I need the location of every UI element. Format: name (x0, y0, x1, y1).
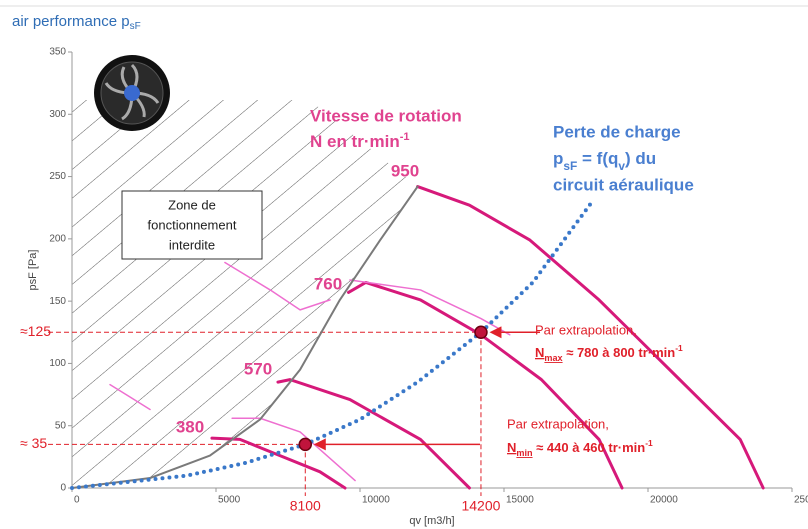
y-tick-label: 100 (49, 358, 66, 369)
note-line-part: max (544, 353, 562, 363)
zone-label: interdite (169, 237, 215, 252)
y-tick-label: 250 (49, 171, 66, 182)
note-line-part: ≈ 780 à 800 tr·min (563, 345, 676, 360)
y-tick-label: 150 (49, 296, 66, 307)
x-tick-label: 0 (74, 495, 80, 506)
zone-label: fonctionnement (148, 217, 237, 232)
op-x-label: 8100 (290, 498, 321, 514)
curve-label: 570 (244, 359, 272, 378)
x-tick-label: 20000 (650, 495, 678, 506)
x-tick-label: 25000 (794, 495, 808, 506)
note-line-part: min (516, 448, 532, 458)
system-label: circuit aéraulique (553, 175, 694, 194)
note-line-part: -1 (675, 343, 683, 353)
curve-label: 760 (314, 274, 342, 293)
y-tick-label: 300 (49, 109, 66, 120)
op-y-label: ≈ 35 (20, 435, 47, 451)
chart-title: air performance psF (12, 13, 141, 32)
rotation-label-part: -1 (400, 131, 410, 143)
curve-label: 380 (176, 417, 204, 436)
system-label-part: p (553, 149, 563, 168)
title-text: air performance p (12, 13, 130, 30)
op-y-label: ≈125 (20, 323, 51, 339)
note-line: Par extrapolation, (535, 322, 637, 337)
chart: air performance psF 05010015020025030035… (0, 0, 808, 529)
rotation-label: N en tr·min-1 (310, 131, 410, 152)
y-tick-label: 200 (49, 233, 66, 244)
note-line-part: -1 (645, 438, 653, 448)
operating-point (299, 438, 311, 450)
note-line: Par extrapolation, (507, 416, 609, 431)
system-label: Perte de charge (553, 122, 681, 141)
rotation-label: Vitesse de rotation (310, 106, 462, 125)
y-tick-label: 350 (49, 47, 66, 58)
zone-label: Zone de (168, 197, 216, 212)
x-tick-label: 5000 (218, 495, 241, 506)
x-axis-label: qv [m3/h] (409, 515, 454, 527)
x-tick-label: 10000 (362, 495, 390, 506)
op-x-label: 14200 (461, 498, 500, 514)
system-label-part: ) du (625, 149, 656, 168)
operating-point (475, 326, 487, 338)
note-line-part: N (507, 440, 516, 455)
x-tick-label: 15000 (506, 495, 534, 506)
y-axis-label: psF [Pa] (27, 250, 39, 291)
system-label-part: = f(q (577, 149, 618, 168)
note-line-part: ≈ 440 à 460 tr·min (533, 440, 646, 455)
title-sub: sF (130, 21, 141, 32)
curve-label: 950 (391, 161, 419, 180)
rotation-label-part: N en tr·min (310, 132, 400, 151)
system-label-part: sF (563, 159, 577, 173)
y-tick-label: 50 (55, 420, 67, 431)
fan-icon (94, 55, 170, 131)
note-line-part: N (535, 345, 544, 360)
y-tick-label: 0 (60, 483, 66, 494)
